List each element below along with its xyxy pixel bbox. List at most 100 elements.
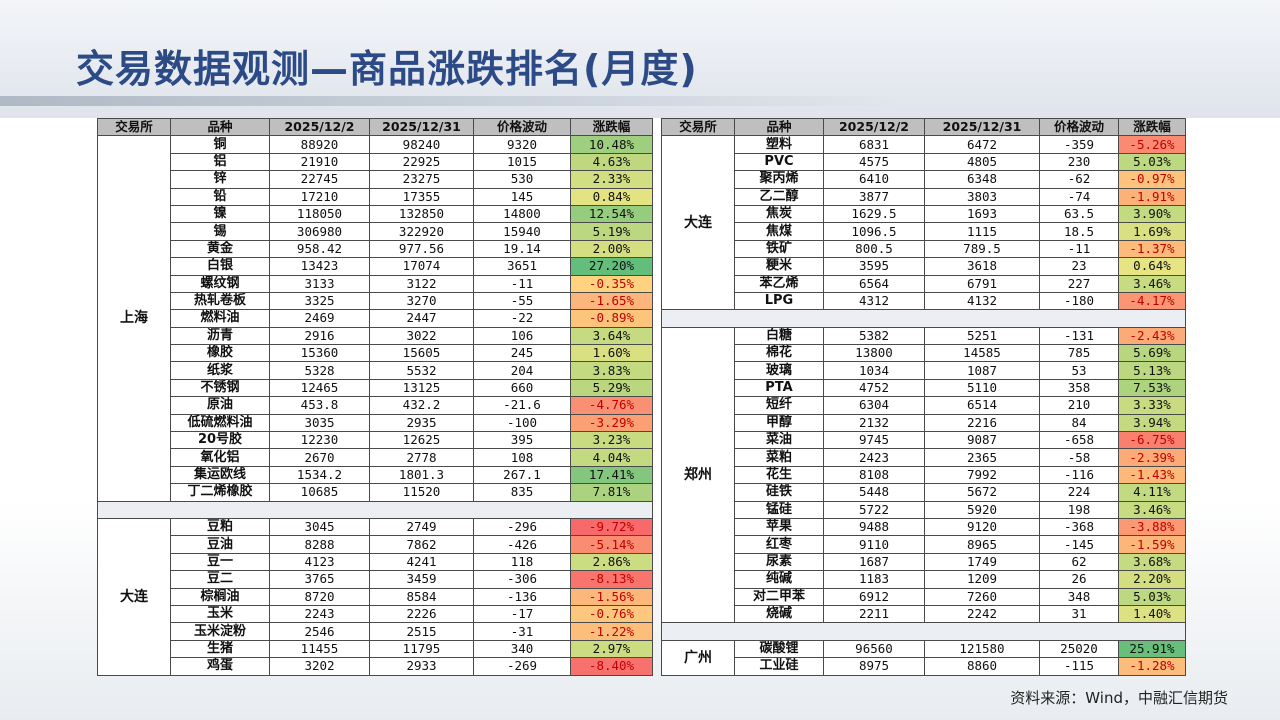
- variety-cell: 短纤: [734, 396, 824, 415]
- table-row: 豆油 8288 7862 -426 -5.14%: [98, 535, 653, 554]
- header-start-date: 2025/12/2: [823, 117, 925, 137]
- table-row: 20号胶 12230 12625 395 3.23%: [98, 431, 653, 450]
- change-pct-cell: 10.48%: [570, 135, 653, 154]
- table-row: 锰硅 5722 5920 198 3.46%: [662, 500, 1186, 519]
- change-pct-cell: -1.56%: [570, 587, 653, 606]
- variety-cell: 硅铁: [734, 483, 824, 502]
- change-pct-cell: -1.22%: [570, 622, 653, 641]
- start-price-cell: 5722: [823, 500, 925, 519]
- price-change-cell: -74: [1039, 187, 1119, 206]
- end-price-cell: 2778: [369, 448, 474, 467]
- separator-cell: [661, 309, 1186, 328]
- table-row: 烧碱 2211 2242 31 1.40%: [662, 604, 1186, 624]
- change-pct-cell: -6.75%: [1118, 431, 1186, 450]
- start-price-cell: 1687: [823, 552, 925, 572]
- variety-cell: 黄金: [170, 239, 270, 259]
- start-price-cell: 12465: [269, 378, 370, 398]
- end-price-cell: 1209: [924, 570, 1040, 589]
- change-pct-cell: 2.00%: [570, 239, 653, 259]
- table-row: 原油 453.8 432.2 -21.6 -4.76%: [98, 396, 653, 415]
- price-change-cell: 340: [473, 639, 571, 659]
- price-change-cell: 210: [1039, 396, 1119, 415]
- change-pct-cell: -3.88%: [1118, 517, 1186, 537]
- variety-cell: 豆粕: [170, 517, 270, 537]
- change-pct-cell: -5.26%: [1118, 135, 1186, 154]
- table-row: 焦炭 1629.5 1693 63.5 3.90%: [662, 204, 1186, 224]
- start-price-cell: 13423: [269, 257, 370, 276]
- table-row: 花生 8108 7992 -116 -1.43%: [662, 465, 1186, 485]
- start-price-cell: 2211: [823, 604, 925, 624]
- price-change-cell: -11: [1039, 239, 1119, 259]
- end-price-cell: 1087: [924, 361, 1040, 380]
- end-price-cell: 2749: [369, 517, 474, 537]
- header-exchange: 交易所: [661, 117, 735, 137]
- change-pct-cell: -9.72%: [570, 517, 653, 537]
- end-price-cell: 2447: [369, 309, 474, 328]
- variety-cell: 低硫燃料油: [170, 413, 270, 433]
- variety-cell: 尿素: [734, 552, 824, 572]
- start-price-cell: 800.5: [823, 239, 925, 259]
- table-row: 苹果 9488 9120 -368 -3.88%: [662, 517, 1186, 537]
- change-pct-cell: 1.60%: [570, 344, 653, 363]
- table-row: 菜油 9745 9087 -658 -6.75%: [662, 431, 1186, 450]
- variety-cell: 燃料油: [170, 309, 270, 328]
- end-price-cell: 5251: [924, 326, 1040, 346]
- table-row: 铅 17210 17355 145 0.84%: [98, 187, 653, 206]
- end-price-cell: 14585: [924, 344, 1040, 363]
- start-price-cell: 1534.2: [269, 465, 370, 485]
- header-end-date: 2025/12/31: [924, 117, 1040, 137]
- change-pct-cell: -1.28%: [1118, 657, 1186, 676]
- start-price-cell: 6912: [823, 587, 925, 606]
- end-price-cell: 2242: [924, 604, 1040, 624]
- start-price-cell: 3202: [269, 657, 370, 676]
- table-row: 棕榈油 8720 8584 -136 -1.56%: [98, 587, 653, 606]
- variety-cell: 纸浆: [170, 361, 270, 380]
- end-price-cell: 2515: [369, 622, 474, 641]
- start-price-cell: 6304: [823, 396, 925, 415]
- variety-cell: 热轧卷板: [170, 291, 270, 311]
- end-price-cell: 2226: [369, 604, 474, 624]
- table-row: 苯乙烯 6564 6791 227 3.46%: [662, 274, 1186, 293]
- start-price-cell: 13800: [823, 344, 925, 363]
- change-pct-cell: 1.40%: [1118, 604, 1186, 624]
- table-row: 玉米淀粉 2546 2515 -31 -1.22%: [98, 622, 653, 641]
- end-price-cell: 8965: [924, 535, 1040, 554]
- table-row: LPG 4312 4132 -180 -4.17%: [662, 291, 1186, 311]
- change-pct-cell: 0.64%: [1118, 257, 1186, 276]
- start-price-cell: 6831: [823, 135, 925, 154]
- change-pct-cell: -1.37%: [1118, 239, 1186, 259]
- end-price-cell: 5920: [924, 500, 1040, 519]
- change-pct-cell: 3.64%: [570, 326, 653, 346]
- variety-cell: 花生: [734, 465, 824, 485]
- start-price-cell: 118050: [269, 204, 370, 224]
- end-price-cell: 13125: [369, 378, 474, 398]
- table-row: 豆二 3765 3459 -306 -8.13%: [98, 570, 653, 589]
- end-price-cell: 17074: [369, 257, 474, 276]
- start-price-cell: 4575: [823, 152, 925, 172]
- change-pct-cell: -3.29%: [570, 413, 653, 433]
- change-pct-cell: 4.11%: [1118, 483, 1186, 502]
- price-change-cell: -116: [1039, 465, 1119, 485]
- end-price-cell: 789.5: [924, 239, 1040, 259]
- end-price-cell: 977.56: [369, 239, 474, 259]
- exchange-cell: 上海: [97, 135, 171, 502]
- end-price-cell: 3270: [369, 291, 474, 311]
- end-price-cell: 2365: [924, 448, 1040, 467]
- variety-cell: 铝: [170, 152, 270, 172]
- table-row: 低硫燃料油 3035 2935 -100 -3.29%: [98, 413, 653, 433]
- start-price-cell: 4312: [823, 291, 925, 311]
- change-pct-cell: 1.69%: [1118, 222, 1186, 241]
- change-pct-cell: 3.33%: [1118, 396, 1186, 415]
- table-row: 甲醇 2132 2216 84 3.94%: [662, 413, 1186, 433]
- price-change-cell: 145: [473, 187, 571, 206]
- variety-cell: 纯碱: [734, 570, 824, 589]
- table-header-row: 交易所 品种 2025/12/2 2025/12/31 价格波动 涨跌幅: [97, 117, 653, 137]
- end-price-cell: 432.2: [369, 396, 474, 415]
- variety-cell: 豆油: [170, 535, 270, 554]
- table-row: 焦煤 1096.5 1115 18.5 1.69%: [662, 222, 1186, 241]
- start-price-cell: 306980: [269, 222, 370, 241]
- price-change-cell: 23: [1039, 257, 1119, 276]
- change-pct-cell: 3.90%: [1118, 204, 1186, 224]
- change-pct-cell: 2.33%: [570, 170, 653, 189]
- variety-cell: 棕榈油: [170, 587, 270, 606]
